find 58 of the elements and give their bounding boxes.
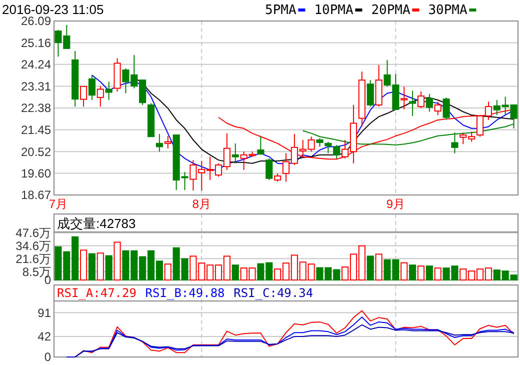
bar [417, 266, 425, 280]
bar [114, 242, 121, 280]
y-tick-label: 34.6万 [16, 238, 51, 253]
bar [375, 254, 382, 280]
x-tick-label: 7月 [48, 197, 68, 211]
y-tick-label: 21.6万 [16, 252, 51, 266]
x-tick-label: 8月 [192, 197, 211, 211]
y-tick-label: 26.09 [20, 14, 52, 28]
candlestick [257, 136, 264, 156]
bar [80, 250, 88, 280]
y-tick-label: 21.45 [20, 123, 52, 138]
candlestick [266, 158, 273, 180]
legend-label: 20PMA [371, 3, 411, 18]
chart-title: 2016-09-23 11:05 [2, 2, 104, 17]
candlestick [366, 80, 374, 108]
y-tick-label: 19.60 [20, 166, 52, 180]
text: RSI_A:47.29 [57, 286, 136, 300]
bar [164, 264, 172, 280]
candlestick [417, 91, 425, 109]
x-tick-label: 9月 [386, 197, 406, 211]
chart-title: 成交量:42783 [57, 216, 136, 231]
text: RSI_B:49.88 [145, 286, 225, 300]
candlestick [426, 93, 433, 112]
legend-label: 30PMA [428, 3, 468, 18]
y-tick-label: 47.6万 [16, 226, 51, 240]
y-tick-label: 20.52 [20, 144, 52, 159]
candlestick [434, 101, 442, 116]
candlestick [80, 86, 88, 108]
bar [366, 256, 374, 280]
candlestick [409, 90, 416, 116]
candlestick [105, 81, 112, 101]
bar [426, 266, 433, 280]
candlestick [400, 86, 408, 110]
y-tick-label: 18.67 [20, 188, 52, 202]
bar [105, 255, 112, 280]
bar [400, 262, 408, 280]
y-tick-label: 25.16 [20, 36, 52, 50]
legend-label: 10PMA [314, 3, 354, 18]
y-tick-label: 91 [38, 306, 52, 320]
y-tick-label: 23.31 [20, 79, 52, 94]
y-tick-label: 22.38 [20, 101, 52, 116]
bar [232, 264, 239, 280]
bar [434, 268, 442, 280]
candlestick [232, 142, 239, 164]
bar [88, 253, 96, 280]
y-tick-label: 0 [44, 350, 52, 364]
candlestick [164, 135, 172, 149]
line-series [66, 324, 514, 358]
y-tick-label: 24.24 [20, 58, 52, 72]
candlestick [156, 134, 163, 152]
bar [409, 264, 416, 280]
legend-label: 5PMA [265, 3, 296, 18]
text: RSI_C:49.34 [234, 286, 314, 300]
candlestick [96, 85, 104, 108]
bar [96, 252, 104, 280]
candlestick [442, 96, 450, 120]
y-tick-label: 42 [38, 330, 52, 344]
candlestick [88, 74, 96, 101]
